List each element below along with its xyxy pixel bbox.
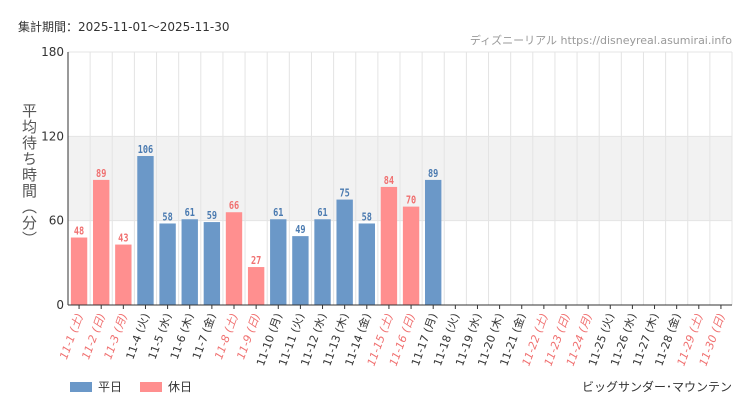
bar-value-label: 66 xyxy=(229,200,239,212)
bar xyxy=(247,267,265,305)
legend-swatch-weekday xyxy=(70,381,92,392)
bar-value-label: 106 xyxy=(138,144,154,156)
bar-value-label: 59 xyxy=(207,210,217,222)
bar-value-label: 61 xyxy=(273,207,283,219)
legend-item-weekday: 平日 xyxy=(70,378,122,395)
bar-value-label: 27 xyxy=(251,255,261,267)
period-label: 集計期間：2025-11-01～2025-11-30 xyxy=(18,20,230,34)
y-tick-label: 180 xyxy=(41,45,64,59)
bar xyxy=(292,236,309,305)
bar xyxy=(402,206,420,305)
bar-value-label: 43 xyxy=(118,233,128,245)
bar xyxy=(380,186,398,305)
bar-value-label: 84 xyxy=(384,175,394,187)
attraction-name: ビッグサンダー･マウンテン xyxy=(581,380,732,394)
y-tick-label: 60 xyxy=(49,214,64,228)
bar-value-label: 48 xyxy=(74,226,84,238)
bar xyxy=(203,222,221,305)
y-tick-label: 120 xyxy=(41,129,64,143)
bar xyxy=(137,156,154,305)
bar xyxy=(225,212,243,305)
bar-value-label: 49 xyxy=(295,224,305,236)
bar xyxy=(70,237,88,305)
legend-label-weekday: 平日 xyxy=(98,380,123,394)
bar xyxy=(336,199,353,305)
source-label: ディズニーリアル https://disneyreal.asumirai.inf… xyxy=(469,34,732,47)
bar-value-label: 61 xyxy=(185,207,195,219)
bar xyxy=(159,223,176,305)
bar-value-label: 75 xyxy=(340,188,350,200)
legend-label-holiday: 休日 xyxy=(168,380,193,394)
legend: 平日 休日 xyxy=(70,378,192,395)
y-axis-label: 平均待ち時間（分） xyxy=(20,103,38,247)
bar-value-label: 89 xyxy=(428,168,438,180)
bar xyxy=(425,179,442,305)
bar-value-label: 58 xyxy=(362,212,372,224)
y-tick-label: 0 xyxy=(56,298,64,312)
bar xyxy=(181,219,198,305)
bar-value-label: 70 xyxy=(406,195,416,207)
bar xyxy=(270,219,287,305)
bar xyxy=(93,179,110,305)
bar xyxy=(314,219,331,305)
legend-item-holiday: 休日 xyxy=(140,378,192,395)
bar-value-label: 89 xyxy=(96,168,106,180)
legend-swatch-holiday xyxy=(140,381,163,392)
bar-value-label: 58 xyxy=(162,212,172,224)
bar xyxy=(358,223,375,305)
bar-value-label: 61 xyxy=(317,207,327,219)
bar xyxy=(115,244,132,305)
